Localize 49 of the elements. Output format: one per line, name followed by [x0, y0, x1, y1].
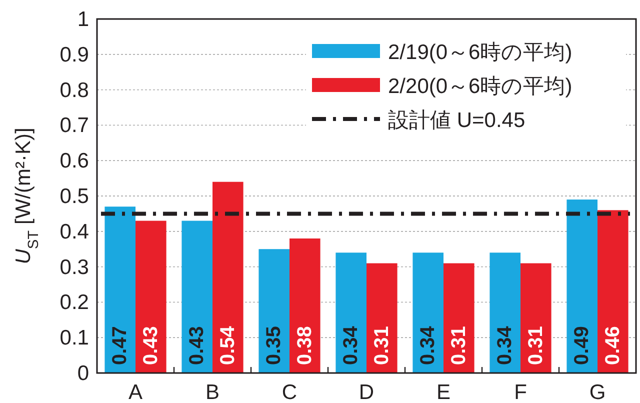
y-tick-label: 0.3	[60, 256, 89, 279]
data-label: 0.31	[370, 326, 393, 365]
bar	[104, 206, 136, 373]
bar	[182, 220, 212, 373]
y-tick-label: 0.4	[60, 220, 90, 244]
x-tick-label: C	[282, 381, 298, 403]
data-label: 0.47	[109, 326, 132, 365]
bar	[444, 263, 474, 373]
y-tick-label: 0.7	[60, 114, 89, 138]
y-tick-label: 0.9	[60, 43, 89, 66]
y-tick-label: 0.6	[60, 150, 89, 173]
bar	[366, 263, 398, 373]
x-tick-label: D	[358, 381, 374, 403]
data-label: 0.46	[602, 326, 624, 365]
data-label: 0.34	[417, 325, 440, 365]
legend-label: 2/19(0～6時の平均)	[388, 41, 572, 64]
data-label: 0.43	[186, 326, 208, 365]
y-tick-label: 0.5	[60, 185, 89, 208]
bar	[212, 182, 244, 373]
x-tick-label: G	[589, 381, 606, 403]
x-tick-label: F	[514, 381, 527, 403]
bar	[412, 252, 444, 373]
legend-label: 設計値 U=0.45	[388, 109, 526, 132]
y-tick-label: 0.2	[60, 291, 89, 314]
x-tick-label: B	[205, 381, 220, 403]
y-tick-label: 0.1	[60, 326, 89, 350]
data-label: 0.43	[140, 326, 162, 365]
data-label: 0.31	[448, 326, 470, 365]
data-label: 0.54	[216, 325, 239, 365]
bar	[136, 220, 166, 373]
bar	[598, 210, 628, 373]
y-tick-label: 0.8	[60, 78, 89, 102]
bar	[566, 200, 598, 373]
bar	[520, 263, 552, 373]
y-tick-label: 0	[77, 362, 89, 385]
y-tick-label: 1	[77, 8, 89, 31]
data-label: 0.38	[294, 326, 316, 365]
bar	[336, 252, 366, 373]
x-tick-label: A	[128, 381, 143, 403]
data-label: 0.34	[494, 325, 516, 365]
x-tick-label: E	[436, 381, 451, 403]
bar	[258, 249, 290, 373]
data-label: 0.35	[263, 326, 286, 365]
bar	[290, 238, 320, 373]
bar	[490, 252, 520, 373]
data-label: 0.49	[571, 326, 594, 365]
data-label: 0.34	[340, 325, 362, 365]
legend-label: 2/20(0～6時の平均)	[388, 75, 572, 98]
data-label: 0.31	[524, 326, 547, 365]
